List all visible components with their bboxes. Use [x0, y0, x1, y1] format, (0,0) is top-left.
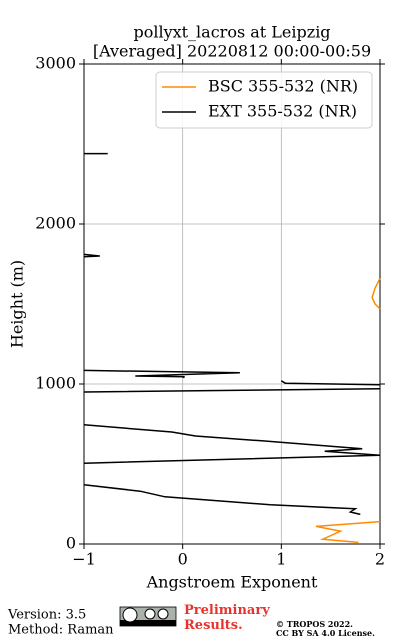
method: Method: Raman	[8, 623, 114, 638]
y-tick-label: 1000	[35, 374, 76, 393]
y-tick-label: 2000	[35, 214, 76, 233]
license: CC BY SA 4.0 License.	[276, 628, 375, 638]
legend-label: EXT 355-532 (NR)	[208, 102, 357, 121]
x-tick-label: 0	[178, 550, 188, 569]
x-axis-label: Angstroem Exponent	[146, 573, 318, 592]
status-note: Preliminary Results.	[184, 603, 270, 633]
legend: BSC 355-532 (NR) EXT 355-532 (NR)	[155, 71, 373, 129]
x-tick-label: −1	[72, 550, 96, 569]
copyright: © TROPOS 2022.	[276, 619, 353, 629]
cc-logo	[119, 606, 177, 627]
legend-box	[155, 71, 373, 129]
chart-subtitle: [Averaged] 20220812 00:00-00:59	[93, 42, 371, 61]
y-tick-label: 3000	[35, 54, 76, 73]
plot-frame	[83, 63, 381, 545]
legend-label: BSC 355-532 (NR)	[208, 77, 358, 96]
x-tick-label: 1	[276, 550, 286, 569]
y-tick-label: 0	[66, 534, 76, 553]
y-axis-label: Height (m)	[8, 260, 27, 348]
data-line	[83, 152, 381, 516]
data-line	[315, 278, 381, 544]
chart-title: pollyxt_lacros at Leipzig	[133, 23, 330, 42]
version: Version: 3.5	[7, 608, 86, 623]
x-tick-label: 2	[375, 550, 385, 569]
